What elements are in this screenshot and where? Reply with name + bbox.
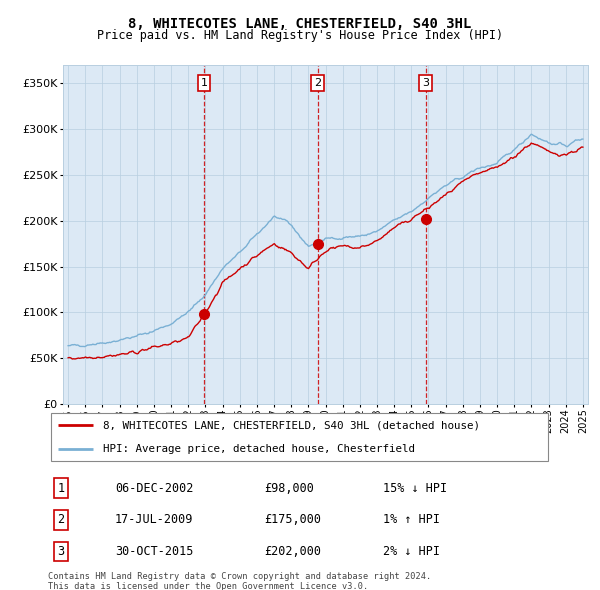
Text: 3: 3 [58,545,64,558]
Text: 2: 2 [314,78,321,88]
Text: 1: 1 [58,481,64,494]
Text: Price paid vs. HM Land Registry's House Price Index (HPI): Price paid vs. HM Land Registry's House … [97,30,503,42]
Text: 17-JUL-2009: 17-JUL-2009 [115,513,193,526]
Text: £175,000: £175,000 [265,513,322,526]
Text: 1: 1 [200,78,208,88]
Text: 06-DEC-2002: 06-DEC-2002 [115,481,193,494]
Text: 15% ↓ HPI: 15% ↓ HPI [383,481,448,494]
Text: £202,000: £202,000 [265,545,322,558]
FancyBboxPatch shape [50,414,548,461]
Text: £98,000: £98,000 [265,481,314,494]
Text: 8, WHITECOTES LANE, CHESTERFIELD, S40 3HL: 8, WHITECOTES LANE, CHESTERFIELD, S40 3H… [128,17,472,31]
Text: This data is licensed under the Open Government Licence v3.0.: This data is licensed under the Open Gov… [48,582,368,590]
Text: 2% ↓ HPI: 2% ↓ HPI [383,545,440,558]
Text: 3: 3 [422,78,429,88]
Text: Contains HM Land Registry data © Crown copyright and database right 2024.: Contains HM Land Registry data © Crown c… [48,572,431,581]
Text: 2: 2 [58,513,64,526]
Text: HPI: Average price, detached house, Chesterfield: HPI: Average price, detached house, Ches… [103,444,415,454]
Text: 30-OCT-2015: 30-OCT-2015 [115,545,193,558]
Text: 1% ↑ HPI: 1% ↑ HPI [383,513,440,526]
Text: 8, WHITECOTES LANE, CHESTERFIELD, S40 3HL (detached house): 8, WHITECOTES LANE, CHESTERFIELD, S40 3H… [103,420,481,430]
